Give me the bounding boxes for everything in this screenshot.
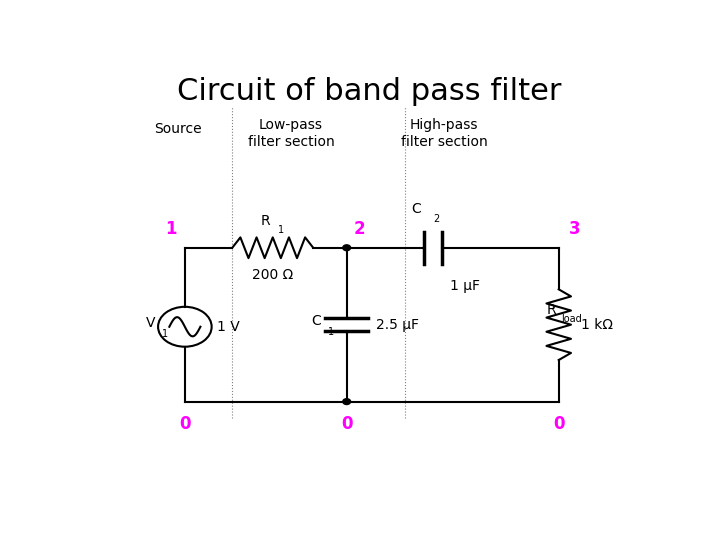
Circle shape — [343, 399, 351, 404]
Text: 1: 1 — [279, 225, 284, 235]
Text: R: R — [261, 214, 270, 228]
Text: 0: 0 — [179, 415, 191, 434]
Text: Source: Source — [154, 122, 202, 136]
Text: 2.5 μF: 2.5 μF — [377, 318, 419, 332]
Text: 1 V: 1 V — [217, 320, 240, 334]
Text: 2: 2 — [354, 220, 365, 238]
Text: 3: 3 — [569, 220, 580, 238]
Text: C: C — [311, 314, 321, 328]
Text: 200 Ω: 200 Ω — [252, 268, 293, 282]
Text: 0: 0 — [553, 415, 564, 434]
Text: R: R — [546, 303, 556, 317]
Text: C: C — [411, 202, 421, 216]
Circle shape — [343, 245, 351, 251]
Text: 1 μF: 1 μF — [450, 279, 480, 293]
Text: Low-pass: Low-pass — [259, 118, 323, 132]
Text: 2: 2 — [433, 214, 440, 224]
Text: High-pass: High-pass — [410, 118, 479, 132]
Text: V: V — [145, 316, 156, 330]
Text: filter section: filter section — [401, 134, 487, 149]
Text: load: load — [562, 314, 582, 324]
Text: 0: 0 — [341, 415, 352, 434]
Text: 1: 1 — [328, 327, 334, 337]
Text: Circuit of band pass filter: Circuit of band pass filter — [176, 77, 562, 106]
Text: 1: 1 — [162, 329, 168, 339]
Text: filter section: filter section — [248, 134, 334, 149]
Text: 1: 1 — [165, 220, 176, 238]
Text: 1 kΩ: 1 kΩ — [581, 318, 613, 332]
